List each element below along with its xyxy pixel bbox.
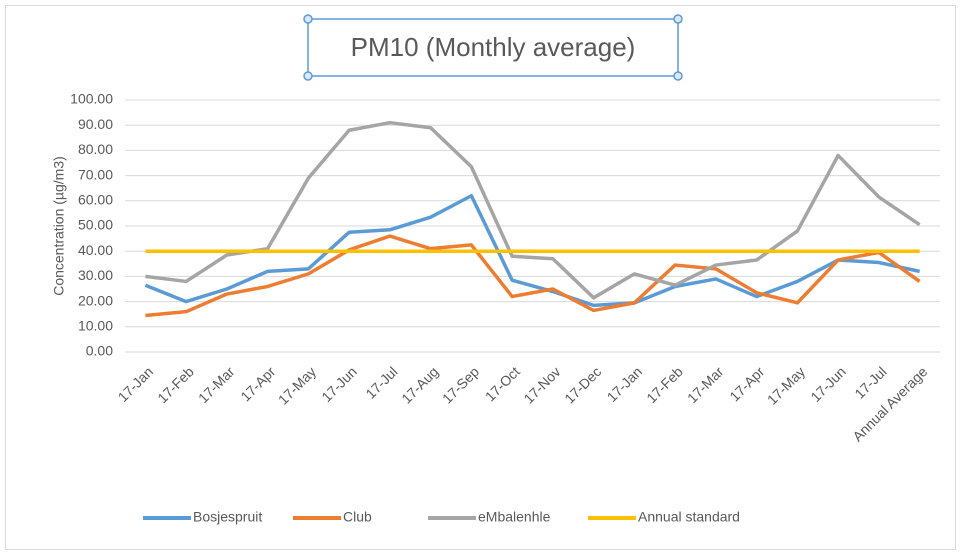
- y-tick-label: 20.00: [78, 292, 113, 308]
- y-tick-label: 80.00: [78, 141, 113, 157]
- y-tick-label: 10.00: [78, 318, 113, 334]
- y-tick-label: 0.00: [86, 343, 113, 359]
- legend-label: eMbalenhle: [478, 509, 551, 525]
- y-tick-label: 40.00: [78, 242, 113, 258]
- title-selection[interactable]: [307, 18, 679, 77]
- legend-label: Club: [343, 509, 372, 525]
- y-tick-label: 30.00: [78, 267, 113, 283]
- y-tick-label: 70.00: [78, 166, 113, 182]
- selection-handles: [303, 14, 683, 81]
- y-tick-label: 90.00: [78, 116, 113, 132]
- chart-title: PM10 (Monthly average): [351, 32, 636, 62]
- y-tick-label: 100.00: [70, 91, 113, 107]
- legend-label: Annual standard: [638, 509, 740, 525]
- series-line: [144, 194, 920, 308]
- y-axis-label: Concentration (µg/m3): [51, 156, 67, 296]
- legend-label: Bosjespruit: [193, 509, 262, 525]
- series-line: [145, 234, 921, 318]
- series-line: [145, 120, 921, 300]
- y-tick-label: 60.00: [78, 192, 113, 208]
- y-tick-label: 50.00: [78, 217, 113, 233]
